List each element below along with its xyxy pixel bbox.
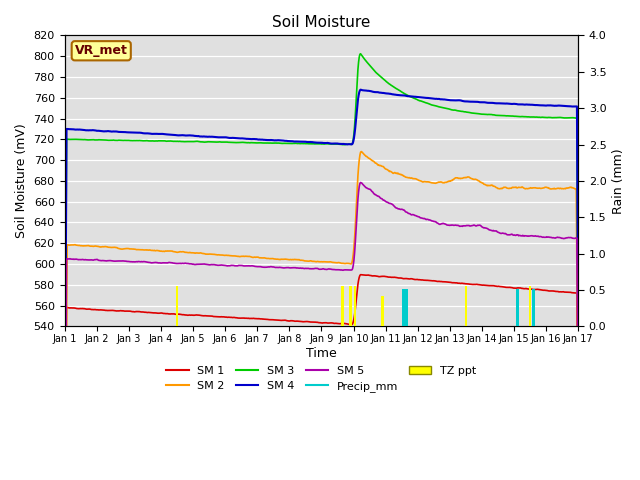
Bar	[516, 288, 518, 326]
Bar	[175, 287, 178, 326]
Title: Soil Moisture: Soil Moisture	[272, 15, 371, 30]
Legend: SM 1, SM 2, SM 3, SM 4, SM 5, Precip_mm, TZ ppt: SM 1, SM 2, SM 3, SM 4, SM 5, Precip_mm,…	[162, 361, 481, 396]
Bar	[532, 288, 534, 326]
Y-axis label: Soil Moisture (mV): Soil Moisture (mV)	[15, 123, 28, 238]
Text: VR_met: VR_met	[75, 44, 127, 57]
Bar	[354, 287, 356, 326]
X-axis label: Time: Time	[306, 347, 337, 360]
Bar	[402, 288, 404, 326]
Y-axis label: Rain (mm): Rain (mm)	[612, 148, 625, 214]
Bar	[529, 287, 531, 326]
Bar	[349, 287, 351, 326]
Bar	[465, 287, 467, 326]
Bar	[341, 287, 344, 326]
Bar	[405, 288, 408, 326]
Bar	[381, 296, 384, 326]
